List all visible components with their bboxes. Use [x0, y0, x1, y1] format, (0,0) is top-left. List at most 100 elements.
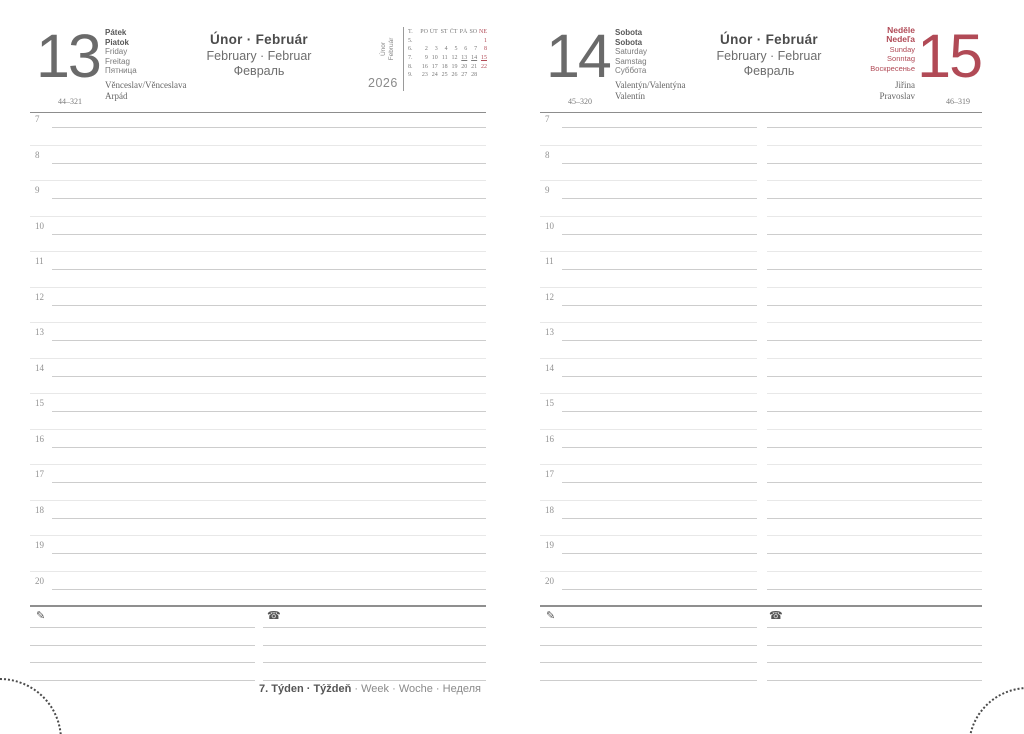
mini-cal-day: 12 [451, 55, 458, 62]
mini-cal-day: 3 [434, 46, 438, 53]
notes-line [767, 679, 982, 681]
day-of-year-13: 44–321 [58, 97, 82, 106]
mini-cal-day: 7 [474, 46, 478, 53]
weekday-en: Sunday [889, 44, 915, 54]
mini-cal-day [429, 37, 439, 46]
name-days-15: Jiřina Pravoslav [880, 80, 916, 102]
hour-separator-line [767, 251, 982, 252]
hour-separator-line [30, 251, 486, 252]
hour-separator-line [540, 251, 757, 252]
hour-writing-line [52, 198, 486, 199]
notes-line [767, 644, 982, 646]
weekday-names-friday: Pátek Piatok Friday Freitag Пятница [105, 28, 137, 76]
weekday-ru: Пятница [105, 66, 137, 76]
hour-writing-line [767, 411, 982, 412]
mini-cal-day: 5 [454, 46, 458, 53]
mini-cal-day: 15 [481, 55, 487, 62]
mini-cal-day: 17 [431, 63, 438, 70]
hour-label: 7 [545, 114, 550, 124]
hour-separator-line [540, 215, 757, 217]
name-day-sk: Pravoslav [879, 91, 916, 101]
notes-line [263, 662, 486, 663]
hour-writing-line [562, 269, 757, 270]
mini-cal-day: 23 [421, 72, 428, 79]
mini-cal-week-number: 8. [408, 63, 413, 70]
mini-cal-day [458, 37, 468, 46]
mini-cal-day: 16 [421, 63, 428, 70]
day-of-year-14: 45–320 [568, 97, 592, 106]
diary-page-left: 13 Pátek Piatok Friday Freitag Пятница Ú… [30, 25, 487, 705]
weekday-de: Samstag [615, 56, 647, 66]
weekday-ru: Воскресенье [870, 63, 915, 73]
hour-writing-line [52, 411, 486, 412]
mini-cal-day [449, 37, 459, 46]
name-days-13: Věnceslav/Věnceslava Arpád [105, 80, 186, 102]
hour-label: 8 [35, 149, 40, 160]
mini-cal-day: 13 [461, 55, 468, 62]
mini-cal-day: 28 [471, 72, 478, 79]
hour-writing-line [562, 127, 757, 128]
header-separator-line [540, 112, 982, 113]
hour-label: 14 [35, 362, 44, 373]
weekday-de: Sonntag [887, 54, 915, 64]
mini-cal-day: 6 [464, 46, 468, 53]
notes-separator-line [540, 605, 982, 607]
notes-line [30, 644, 255, 646]
hour-writing-line [767, 340, 982, 341]
hour-separator-line [767, 322, 982, 323]
mini-cal-week-number: 6. [408, 46, 413, 53]
hour-label: 14 [545, 362, 554, 373]
hour-writing-line [562, 162, 757, 164]
hour-separator-line [540, 322, 757, 323]
weekday-en: Friday [105, 47, 128, 57]
hour-separator-line [767, 286, 982, 288]
hour-label: 17 [545, 469, 554, 479]
hour-label: 9 [545, 185, 550, 195]
hour-writing-line [562, 482, 757, 483]
mini-cal-week-number: 7. [408, 55, 413, 62]
mini-cal-day: 18 [441, 63, 448, 70]
hour-writing-line [52, 162, 486, 164]
name-days-14: Valentýn/Valentýna Valentín [615, 80, 685, 102]
mini-cal-day-header: NE [479, 29, 487, 36]
weekday-cz: Neděle [887, 25, 915, 35]
mini-cal-day-header: SO [469, 29, 478, 36]
phone-icon: ☎ [267, 610, 281, 622]
hour-label: 12 [545, 291, 554, 302]
notes-line [30, 679, 255, 681]
hour-separator-line [767, 144, 982, 146]
vertical-month-cz: Únor [380, 41, 387, 57]
month-title-cz-sk: Únor · Február [720, 32, 818, 47]
mini-cal-day-header: PO [420, 29, 428, 36]
day-number-15: 15 [917, 22, 983, 90]
hour-label: 10 [35, 220, 44, 231]
month-header: Únor · Február February · Februar Феврал… [668, 32, 870, 78]
hour-label: 13 [545, 327, 554, 337]
mini-cal-day: 10 [431, 55, 438, 62]
hour-separator-line [540, 464, 757, 465]
hour-writing-line [562, 553, 757, 554]
week-footer-rest: · Week · Woche · Неделя [351, 683, 481, 695]
mini-cal-day: 24 [431, 72, 438, 79]
hour-writing-line [767, 553, 982, 554]
mini-calendar-month-vertical-label: Únor Február [380, 27, 396, 71]
hour-label: 8 [545, 149, 550, 160]
mini-cal-day-header: PÁ [459, 29, 468, 36]
notes-line [540, 662, 757, 663]
hour-separator-line [767, 215, 982, 217]
hour-separator-line [540, 499, 757, 501]
hour-writing-line [52, 482, 486, 483]
hour-writing-line [562, 198, 757, 199]
hour-separator-line [30, 357, 486, 359]
hour-separator-line [540, 286, 757, 288]
hour-label: 13 [35, 327, 44, 337]
hour-separator-line [767, 393, 982, 394]
hour-label: 15 [545, 398, 554, 408]
hour-label: 11 [545, 256, 554, 266]
hour-separator-line [767, 535, 982, 536]
hour-separator-line [767, 357, 982, 359]
weekday-en: Saturday [615, 47, 648, 57]
hour-writing-line [767, 127, 982, 128]
mini-cal-day: 20 [461, 63, 468, 70]
hour-label: 7 [35, 114, 40, 124]
